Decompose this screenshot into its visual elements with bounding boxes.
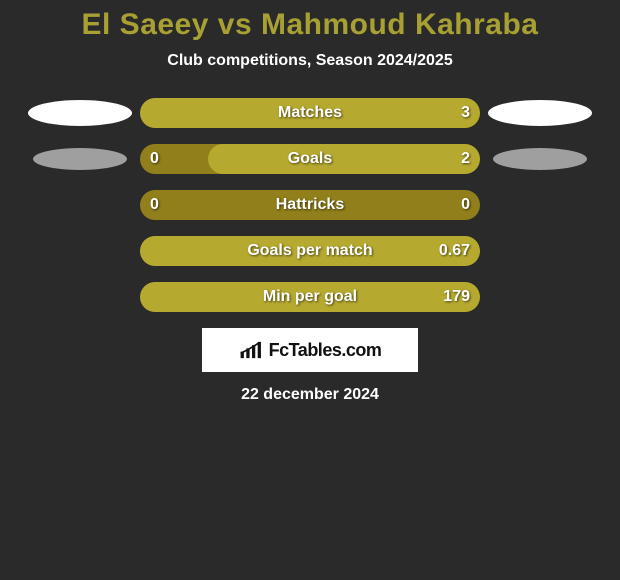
comparison-card: El Saeey vs Mahmoud Kahraba Club competi…: [0, 0, 620, 404]
stat-label: Min per goal: [140, 282, 480, 312]
page-title: El Saeey vs Mahmoud Kahraba: [0, 8, 620, 42]
player-avatar-left: [28, 100, 132, 126]
stat-row: Min per goal179: [0, 282, 620, 312]
stat-label: Matches: [140, 98, 480, 128]
stat-row: Goals per match0.67: [0, 236, 620, 266]
stat-bar: Matches3: [140, 98, 480, 128]
stat-row: Matches3: [0, 98, 620, 128]
right-side: [480, 100, 600, 126]
stat-label: Goals per match: [140, 236, 480, 266]
stat-value-right: 2: [461, 144, 470, 174]
stat-row: 0Goals2: [0, 144, 620, 174]
brand-logo: FcTables.com: [202, 328, 418, 372]
stats-rows: Matches30Goals20Hattricks0Goals per matc…: [0, 98, 620, 312]
stat-value-right: 179: [443, 282, 470, 312]
brand-name: FcTables.com: [269, 340, 382, 361]
stat-bar: 0Hattricks0: [140, 190, 480, 220]
stat-value-right: 0.67: [439, 236, 470, 266]
stat-value-right: 0: [461, 190, 470, 220]
stat-row: 0Hattricks0: [0, 190, 620, 220]
player-avatar-right: [493, 148, 587, 170]
player-avatar-left: [33, 148, 127, 170]
stat-bar: Min per goal179: [140, 282, 480, 312]
stat-label: Hattricks: [140, 190, 480, 220]
stat-value-right: 3: [461, 98, 470, 128]
stat-label: Goals: [140, 144, 480, 174]
subtitle: Club competitions, Season 2024/2025: [0, 52, 620, 70]
stat-bar: Goals per match0.67: [140, 236, 480, 266]
stat-bar: 0Goals2: [140, 144, 480, 174]
right-side: [480, 148, 600, 170]
left-side: [20, 148, 140, 170]
date-label: 22 december 2024: [0, 386, 620, 404]
player-avatar-right: [488, 100, 592, 126]
chart-icon: [239, 339, 265, 361]
left-side: [20, 100, 140, 126]
